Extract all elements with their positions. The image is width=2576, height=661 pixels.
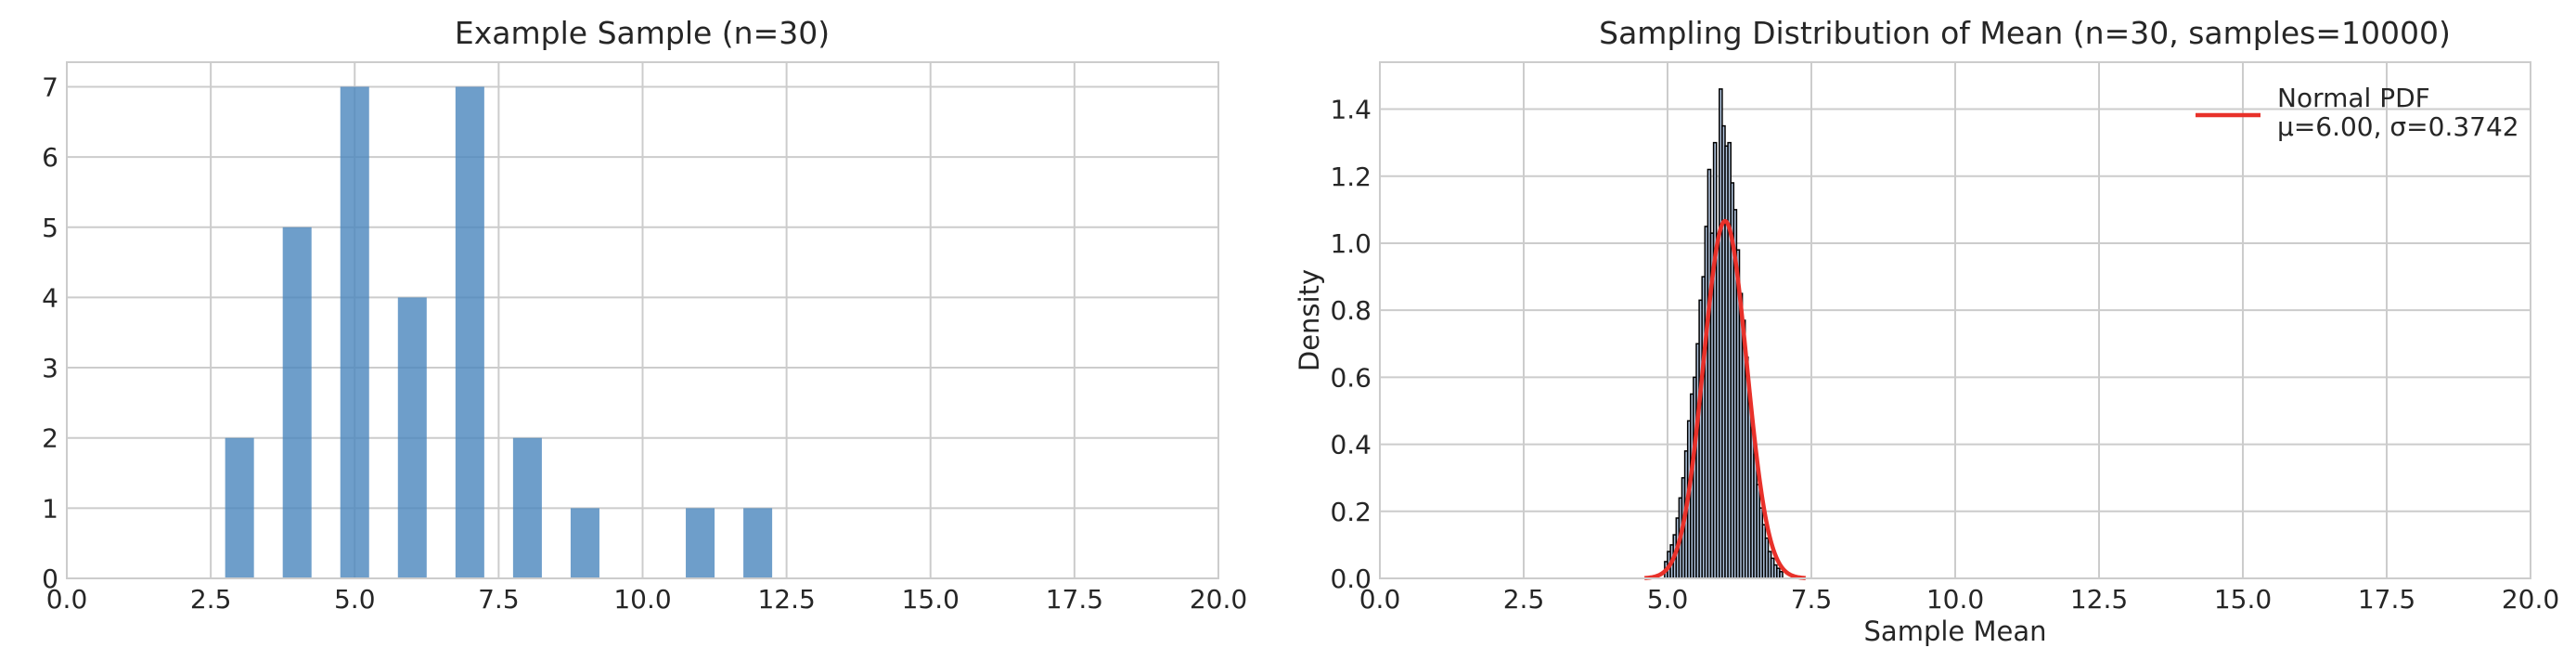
y-tick-label: 1.0 bbox=[1330, 228, 1372, 259]
histogram-bar bbox=[743, 508, 773, 578]
y-tick-label: 4 bbox=[42, 282, 58, 313]
x-tick-label: 7.5 bbox=[1791, 584, 1833, 615]
normal-pdf-line bbox=[1644, 218, 1806, 580]
x-tick-label: 17.5 bbox=[1046, 584, 1103, 615]
x-tick-label: 20.0 bbox=[1190, 584, 1247, 615]
x-tick-label: 2.5 bbox=[190, 584, 232, 615]
chart-title: Example Sample (n=30) bbox=[455, 15, 830, 51]
histogram-bar bbox=[455, 86, 484, 578]
histogram-bar bbox=[225, 437, 254, 578]
histogram-bar bbox=[282, 227, 312, 578]
y-tick-label: 0.2 bbox=[1330, 497, 1372, 527]
chart-sampling-distribution: Sampling Distribution of Mean (n=30, sam… bbox=[1294, 15, 2559, 647]
histogram-bar bbox=[397, 297, 427, 578]
y-axis-label: Density bbox=[1294, 269, 1325, 371]
histogram-bar bbox=[340, 86, 369, 578]
y-tick-label: 1.2 bbox=[1330, 162, 1372, 192]
x-tick-label: 12.5 bbox=[757, 584, 815, 615]
histogram-bar bbox=[1779, 571, 1784, 579]
y-tick-label: 1 bbox=[42, 493, 58, 524]
y-tick-label: 0 bbox=[42, 564, 58, 594]
plot-frame bbox=[1379, 61, 2531, 579]
x-tick-label: 5.0 bbox=[1647, 584, 1689, 615]
y-tick-label: 6 bbox=[42, 142, 58, 173]
y-tick-label: 0.8 bbox=[1330, 295, 1372, 326]
y-tick-label: 7 bbox=[42, 71, 58, 102]
x-axis-label: Sample Mean bbox=[1864, 616, 2047, 647]
x-tick-label: 2.5 bbox=[1503, 584, 1545, 615]
legend-label-line-2: μ=6.00, σ=0.3742 bbox=[2277, 111, 2519, 142]
x-tick-label: 12.5 bbox=[2070, 584, 2128, 615]
x-tick-label: 5.0 bbox=[334, 584, 376, 615]
plot-frame bbox=[66, 61, 1219, 579]
x-tick-label: 10.0 bbox=[613, 584, 671, 615]
x-tick-label: 0.0 bbox=[46, 584, 88, 615]
x-tick-label: 10.0 bbox=[1926, 584, 1984, 615]
y-tick-label: 0.4 bbox=[1330, 430, 1372, 460]
histogram-bar bbox=[512, 437, 542, 578]
histogram-bar bbox=[686, 508, 715, 578]
chart-example-sample: Example Sample (n=30) 0.0 2.5 5.0 7.5 10.0 12… bbox=[42, 15, 1247, 615]
x-tick-label: 15.0 bbox=[902, 584, 960, 615]
y-tick-label: 0.0 bbox=[1330, 564, 1372, 594]
legend-label-line-1: Normal PDF bbox=[2277, 83, 2430, 113]
chart-title: Sampling Distribution of Mean (n=30, sam… bbox=[1599, 15, 2451, 51]
x-tick-label: 15.0 bbox=[2214, 584, 2272, 615]
y-tick-label: 5 bbox=[42, 213, 58, 243]
x-tick-label: 17.5 bbox=[2358, 584, 2415, 615]
y-tick-label: 3 bbox=[42, 353, 58, 383]
y-tick-label: 0.6 bbox=[1330, 362, 1372, 393]
histogram-bar bbox=[570, 508, 599, 578]
x-tick-label: 20.0 bbox=[2502, 584, 2559, 615]
y-tick-label: 2 bbox=[42, 423, 58, 454]
y-tick-label: 1.4 bbox=[1330, 95, 1372, 125]
legend: Normal PDF μ=6.00, σ=0.3742 bbox=[2196, 83, 2519, 142]
x-tick-label: 0.0 bbox=[1359, 584, 1401, 615]
x-tick-label: 7.5 bbox=[478, 584, 520, 615]
